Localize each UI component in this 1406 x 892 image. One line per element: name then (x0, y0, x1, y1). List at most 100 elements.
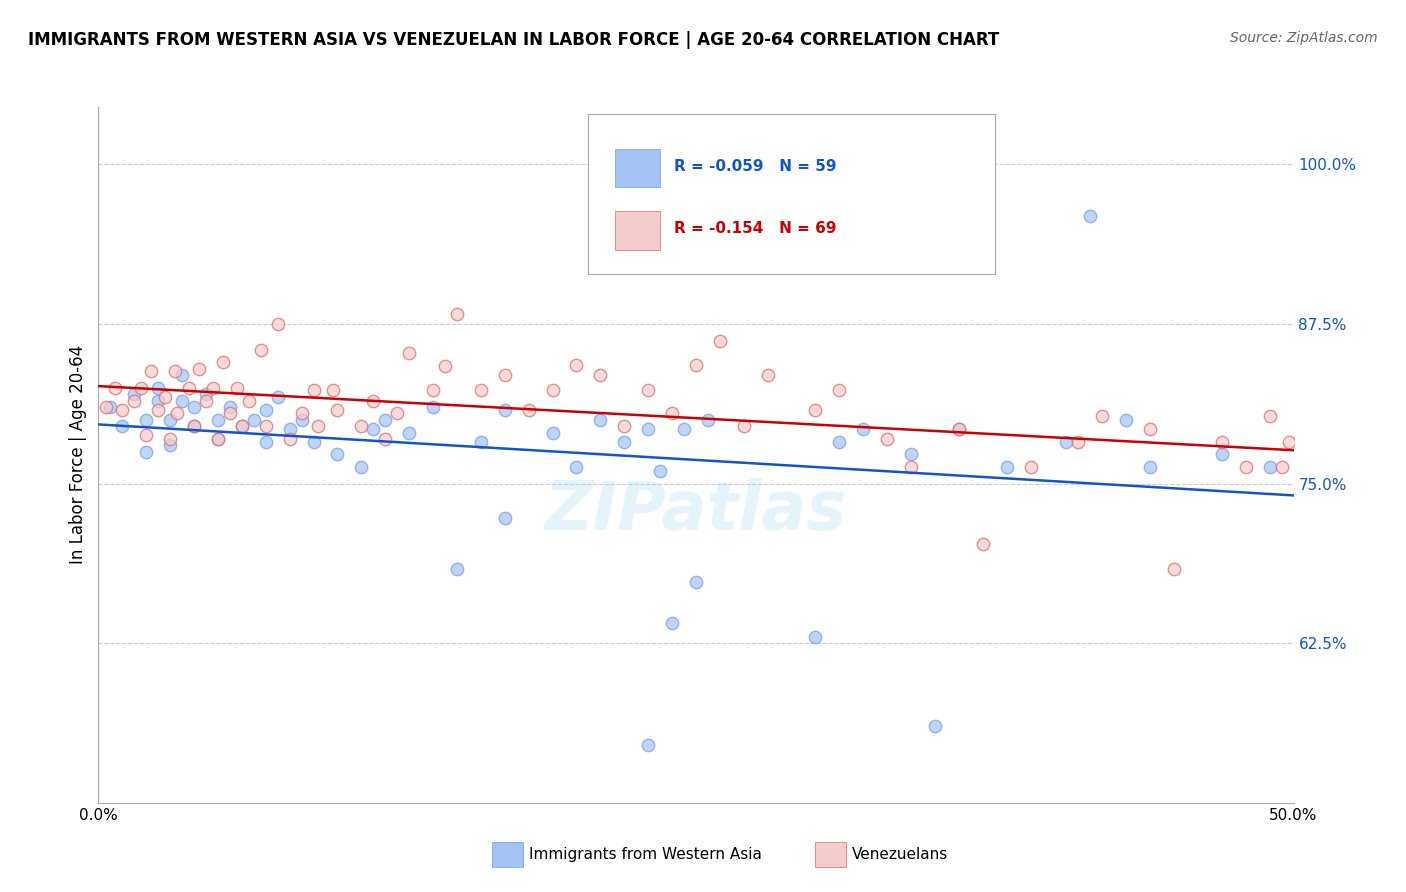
FancyBboxPatch shape (614, 211, 661, 250)
Point (202, 381, 225, 395)
Point (166, 406, 188, 420)
Point (709, 334, 731, 348)
Point (172, 393, 194, 408)
Point (1211, 447, 1233, 461)
Point (1139, 460, 1161, 475)
Point (1115, 413, 1137, 427)
Point (155, 390, 177, 404)
Point (374, 413, 396, 427)
Point (385, 406, 409, 420)
Point (661, 406, 683, 420)
Point (673, 422, 696, 436)
Point (302, 434, 325, 449)
Text: R = -0.154   N = 69: R = -0.154 N = 69 (675, 221, 837, 236)
Point (231, 419, 253, 434)
Point (398, 346, 420, 360)
Point (254, 402, 277, 417)
Point (267, 390, 290, 404)
Point (254, 434, 277, 449)
Point (98, 400, 122, 414)
Point (211, 355, 233, 369)
Point (350, 460, 373, 475)
Point (995, 460, 1018, 475)
Text: IMMIGRANTS FROM WESTERN ASIA VS VENEZUELAN IN LABOR FORCE | AGE 20-64 CORRELATIO: IMMIGRANTS FROM WESTERN ASIA VS VENEZUEL… (28, 31, 1000, 49)
Point (1278, 434, 1301, 449)
Point (278, 432, 301, 446)
Point (148, 393, 170, 408)
Point (828, 384, 851, 398)
Point (326, 402, 349, 417)
Point (194, 393, 217, 408)
Point (756, 368, 779, 383)
Point (172, 368, 194, 383)
Point (470, 434, 492, 449)
Point (111, 419, 134, 434)
Point (494, 402, 516, 417)
Point (433, 359, 456, 374)
Point (637, 739, 659, 753)
Point (446, 307, 468, 321)
Point (307, 419, 329, 434)
Point (1091, 409, 1114, 423)
Point (148, 381, 170, 395)
Point (207, 413, 229, 427)
Point (124, 387, 146, 401)
Point (517, 402, 540, 417)
Point (1211, 434, 1233, 449)
Point (648, 464, 672, 478)
Point (187, 361, 209, 376)
Point (470, 384, 492, 398)
Point (1234, 460, 1257, 475)
Point (494, 511, 516, 525)
Point (948, 422, 970, 436)
Point (350, 419, 373, 434)
Point (226, 381, 249, 395)
Point (589, 413, 612, 427)
Point (422, 384, 444, 398)
FancyBboxPatch shape (588, 114, 994, 274)
Point (876, 432, 898, 446)
Point (250, 343, 273, 357)
Point (1258, 460, 1281, 475)
Point (290, 413, 312, 427)
Point (1258, 409, 1281, 423)
Point (183, 419, 205, 434)
Point (135, 428, 157, 442)
Text: ZIPatlas: ZIPatlas (546, 477, 846, 543)
Point (267, 317, 290, 331)
Point (159, 413, 181, 427)
Text: Source: ZipAtlas.com: Source: ZipAtlas.com (1230, 31, 1378, 45)
Point (290, 406, 312, 420)
Point (219, 400, 242, 414)
Point (637, 384, 659, 398)
Point (231, 419, 253, 434)
Point (363, 422, 385, 436)
Point (131, 381, 153, 395)
Point (124, 393, 146, 408)
FancyBboxPatch shape (614, 149, 661, 187)
Point (302, 384, 325, 398)
Point (1019, 460, 1042, 475)
Point (565, 358, 588, 372)
Point (900, 460, 922, 475)
Point (374, 432, 396, 446)
Point (159, 432, 181, 446)
Point (685, 358, 707, 372)
Point (613, 419, 636, 434)
Point (852, 422, 875, 436)
Point (685, 574, 707, 589)
Point (243, 413, 266, 427)
Point (697, 413, 720, 427)
Point (238, 393, 260, 408)
Point (1080, 209, 1102, 223)
Point (948, 422, 970, 436)
Point (804, 630, 827, 644)
Point (135, 444, 157, 458)
Point (183, 400, 205, 414)
Point (541, 425, 564, 440)
Point (1054, 434, 1078, 449)
Point (159, 438, 181, 452)
Point (326, 447, 349, 461)
Point (541, 384, 564, 398)
Point (1067, 434, 1090, 449)
